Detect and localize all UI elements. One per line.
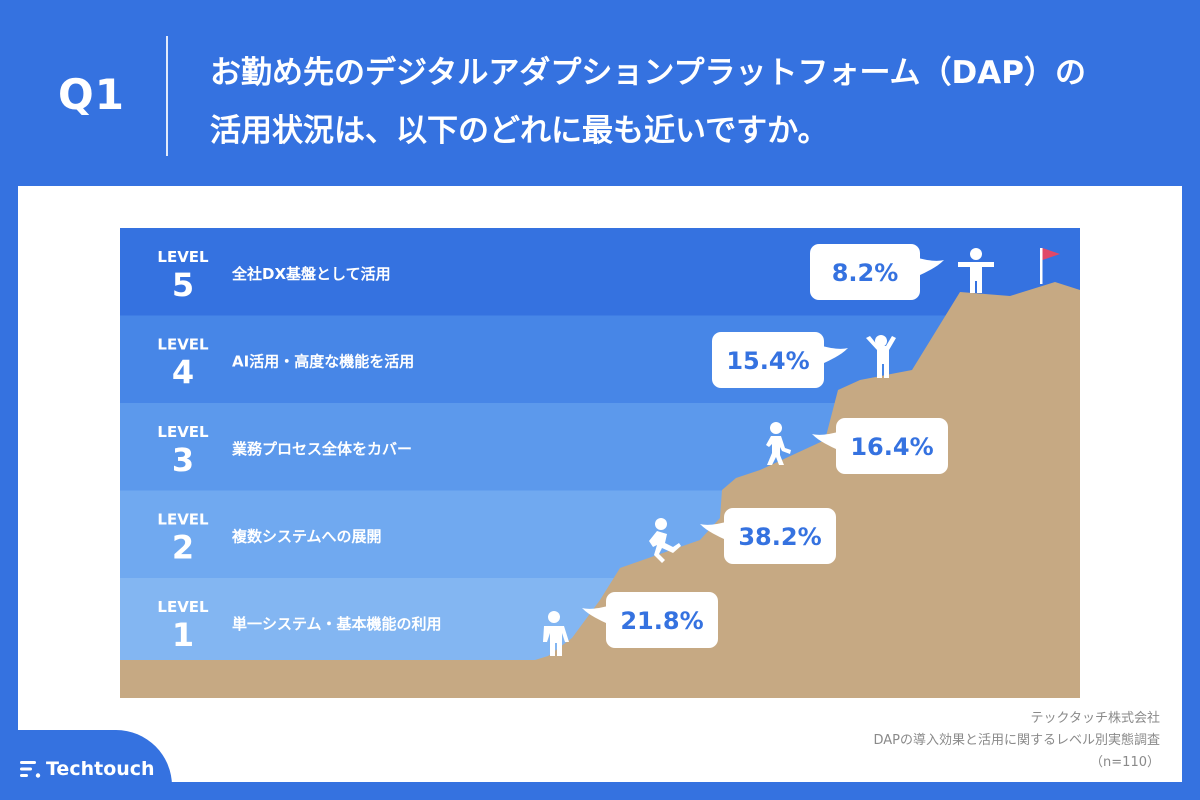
climber-level-3-icon: [766, 422, 791, 465]
level-prefix-5: LEVEL: [157, 248, 209, 266]
category-label-4: AI活用・高度な機能を活用: [232, 352, 414, 370]
climber-level-1-icon: [543, 611, 569, 656]
climber-level-5-icon: [958, 248, 994, 293]
bubble-box-3: [836, 418, 948, 474]
bubble-box-5: [810, 244, 920, 300]
source-company: テックタッチ株式会社: [1030, 711, 1160, 726]
value-label-5: 8.2%: [832, 259, 899, 287]
climber-level-4-icon: [866, 335, 896, 378]
logo-text: Techtouch: [46, 758, 155, 780]
value-bubble-level-5: 8.2%: [810, 244, 944, 300]
value-bubble-level-4: 15.4%: [712, 332, 848, 388]
value-label-2: 38.2%: [738, 523, 821, 551]
question-line-1: お勤め先のデジタルアダプションプラットフォーム（DAP）の: [210, 55, 1086, 91]
bubble-box-4: [712, 332, 824, 388]
level-number-4: 4: [172, 353, 194, 391]
value-label-3: 16.4%: [850, 433, 933, 461]
bubble-tail-1: [582, 606, 608, 624]
value-label-4: 15.4%: [726, 347, 809, 375]
logo-mark-icon: [20, 761, 41, 778]
bubble-tail-2: [700, 522, 726, 540]
source-note: テックタッチ株式会社 DAPの導入効果と活用に関するレベル別実態調査 （n=11…: [760, 708, 1160, 774]
bubble-box-2: [724, 508, 836, 564]
question-line-2: 活用状況は、以下のどれに最も近いですか。: [210, 113, 829, 149]
category-label-3: 業務プロセス全体をカバー: [231, 440, 412, 458]
level-number-3: 3: [172, 441, 194, 479]
level-number-5: 5: [172, 266, 194, 304]
level-number-2: 2: [172, 528, 194, 566]
question-number: Q1: [58, 70, 125, 119]
climber-level-2-icon: [649, 518, 681, 563]
level-prefix-3: LEVEL: [157, 423, 209, 441]
value-label-1: 21.8%: [620, 607, 703, 635]
header-divider: [166, 36, 168, 156]
bubble-tail-4: [822, 346, 848, 364]
summit-flag-icon: [1040, 248, 1060, 284]
value-bubble-level-3: 16.4%: [812, 418, 948, 474]
question-text: お勤め先のデジタルアダプションプラットフォーム（DAP）の 活用状況は、以下のど…: [210, 44, 1170, 160]
bubble-tail-3: [812, 432, 838, 450]
mountain: [120, 282, 1080, 698]
level-prefix-4: LEVEL: [157, 335, 209, 353]
source-survey: DAPの導入効果と活用に関するレベル別実態調査: [873, 733, 1160, 748]
level-prefix-2: LEVEL: [157, 510, 209, 528]
techtouch-logo: Techtouch: [0, 730, 172, 800]
value-bubble-level-1: 21.8%: [582, 592, 718, 648]
level-number-1: 1: [172, 616, 194, 654]
bubble-box-1: [606, 592, 718, 648]
source-sample: （n=110）: [1090, 755, 1160, 770]
value-bubbles: 8.2% 15.4% 16.4% 38.2% 21.8%: [582, 244, 948, 648]
category-label-2: 複数システムへの展開: [231, 527, 382, 545]
category-label-5: 全社DX基盤として活用: [231, 265, 391, 283]
value-bubble-level-2: 38.2%: [700, 508, 836, 564]
bubble-tail-5: [918, 258, 944, 276]
level-prefix-1: LEVEL: [157, 598, 209, 616]
category-label-1: 単一システム・基本機能の利用: [232, 615, 442, 633]
